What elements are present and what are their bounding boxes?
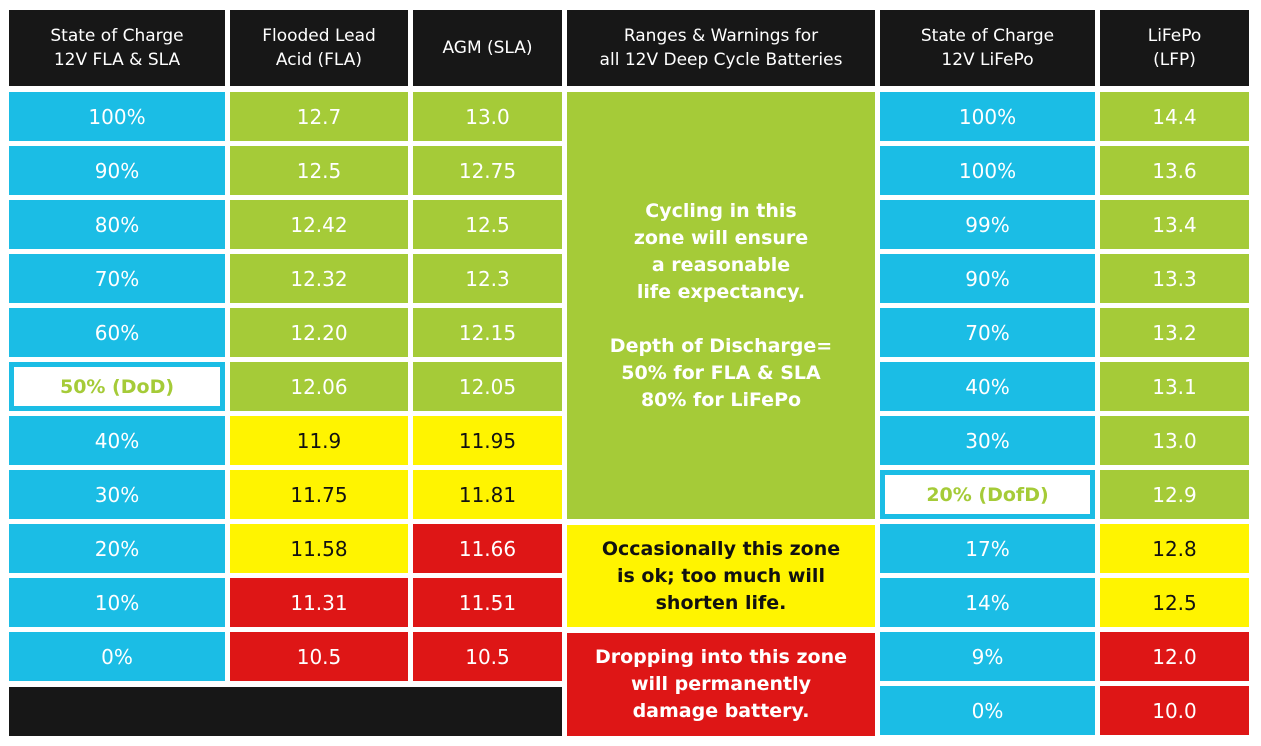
agm-voltage-cell: 12.05 (413, 362, 562, 411)
soc-fla-sla-cell: 30% (9, 470, 225, 519)
lfp-voltage-cell: 13.2 (1100, 308, 1249, 357)
header-ranges: Ranges & Warnings for all 12V Deep Cycle… (567, 10, 875, 86)
agm-voltage-cell: 12.5 (413, 200, 562, 249)
soc-lifepo-cell: 100% (880, 146, 1095, 195)
soc-fla-sla-cell: 90% (9, 146, 225, 195)
soc-lifepo-cell: 99% (880, 200, 1095, 249)
lfp-voltage-cell: 13.6 (1100, 146, 1249, 195)
soc-fla-sla-dod-cell: 50% (DoD) (9, 362, 225, 411)
soc-lifepo-cell: 30% (880, 416, 1095, 465)
soc-fla-sla-cell: 40% (9, 416, 225, 465)
agm-voltage-cell: 12.75 (413, 146, 562, 195)
lfp-voltage-cell: 13.4 (1100, 200, 1249, 249)
fla-voltage-cell: 12.5 (230, 146, 408, 195)
lfp-voltage-cell: 13.1 (1100, 362, 1249, 411)
lfp-voltage-cell: 10.0 (1100, 686, 1249, 735)
agm-voltage-cell: 11.51 (413, 578, 562, 627)
agm-voltage-cell: 11.95 (413, 416, 562, 465)
soc-lifepo-cell: 70% (880, 308, 1095, 357)
soc-lifepo-cell: 40% (880, 362, 1095, 411)
soc-lifepo-cell: 100% (880, 92, 1095, 141)
fla-voltage-cell: 12.42 (230, 200, 408, 249)
agm-voltage-cell: 11.66 (413, 524, 562, 573)
lfp-voltage-cell: 12.8 (1100, 524, 1249, 573)
header-soc-fla-sla: State of Charge 12V FLA & SLA (9, 10, 225, 86)
fla-voltage-cell: 11.9 (230, 416, 408, 465)
header-fla: Flooded Lead Acid (FLA) (230, 10, 408, 86)
soc-fla-sla-cell: 20% (9, 524, 225, 573)
lfp-voltage-cell: 12.5 (1100, 578, 1249, 627)
soc-lifepo-cell: 9% (880, 632, 1095, 681)
agm-voltage-cell: 12.15 (413, 308, 562, 357)
soc-lifepo-cell: 0% (880, 686, 1095, 735)
lfp-voltage-cell: 13.0 (1100, 416, 1249, 465)
empty-footer-block (9, 687, 562, 736)
soc-fla-sla-cell: 60% (9, 308, 225, 357)
agm-voltage-cell: 13.0 (413, 92, 562, 141)
soc-fla-sla-cell: 10% (9, 578, 225, 627)
fla-voltage-cell: 10.5 (230, 632, 408, 681)
zone-danger-note: Dropping into this zone will permanently… (567, 633, 875, 736)
fla-voltage-cell: 11.75 (230, 470, 408, 519)
zone-good-note: Cycling in this zone will ensure a reaso… (567, 92, 875, 519)
zone-warn-note: Occasionally this zone is ok; too much w… (567, 525, 875, 627)
lfp-voltage-cell: 13.3 (1100, 254, 1249, 303)
soc-lifepo-dod-cell: 20% (DofD) (880, 470, 1095, 519)
agm-voltage-cell: 10.5 (413, 632, 562, 681)
soc-fla-sla-cell: 70% (9, 254, 225, 303)
fla-voltage-cell: 12.32 (230, 254, 408, 303)
soc-lifepo-cell: 90% (880, 254, 1095, 303)
lfp-voltage-cell: 12.0 (1100, 632, 1249, 681)
soc-fla-sla-cell: 80% (9, 200, 225, 249)
soc-lifepo-cell: 17% (880, 524, 1095, 573)
fla-voltage-cell: 12.20 (230, 308, 408, 357)
fla-voltage-cell: 12.06 (230, 362, 408, 411)
agm-voltage-cell: 12.3 (413, 254, 562, 303)
header-agm: AGM (SLA) (413, 10, 562, 86)
lfp-voltage-cell: 12.9 (1100, 470, 1249, 519)
soc-fla-sla-cell: 0% (9, 632, 225, 681)
soc-lifepo-cell: 14% (880, 578, 1095, 627)
fla-voltage-cell: 12.7 (230, 92, 408, 141)
header-lfp: LiFePo (LFP) (1100, 10, 1249, 86)
fla-voltage-cell: 11.58 (230, 524, 408, 573)
header-soc-lifepo: State of Charge 12V LiFePo (880, 10, 1095, 86)
lfp-voltage-cell: 14.4 (1100, 92, 1249, 141)
fla-voltage-cell: 11.31 (230, 578, 408, 627)
agm-voltage-cell: 11.81 (413, 470, 562, 519)
soc-fla-sla-cell: 100% (9, 92, 225, 141)
